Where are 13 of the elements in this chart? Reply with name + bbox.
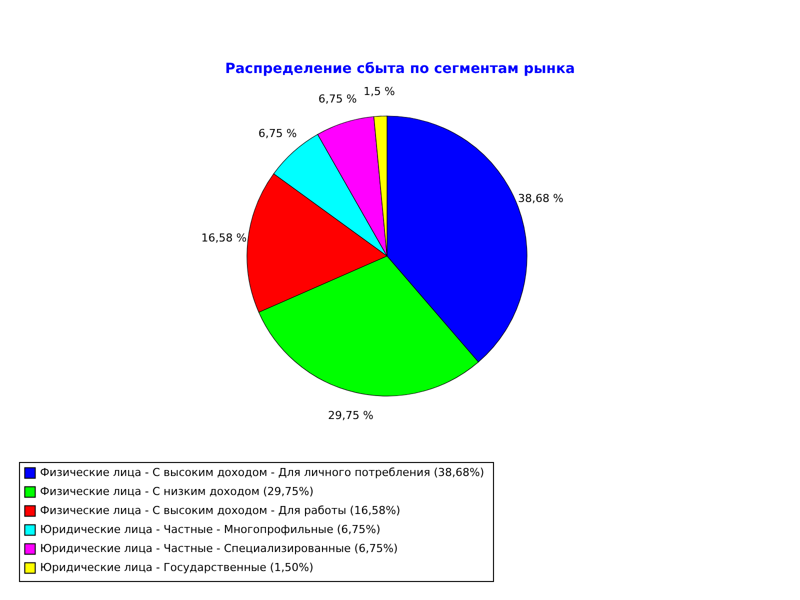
legend-label: Физические лица - С низким доходом (29,75%) xyxy=(40,485,314,498)
legend-label: Физические лица - С высоким доходом - Для работы (16,58%) xyxy=(40,504,400,517)
data-label: 1,5 % xyxy=(364,85,395,98)
legend-label: Физические лица - С высоким доходом - Для личного потребления (38,68%) xyxy=(40,466,484,479)
legend-label: Юридические лица - Государственные (1,50%) xyxy=(40,561,314,574)
legend-label: Юридические лица - Частные - Специализированные (6,75%) xyxy=(40,542,398,555)
legend-label: Юридические лица - Частные - Многопрофильные (6,75%) xyxy=(40,523,380,536)
data-label: 29,75 % xyxy=(328,408,374,422)
data-label: 16,58 % xyxy=(201,231,247,244)
data-label: 6,75 % xyxy=(318,92,357,106)
chart-title: Распределение сбыта по сегментам рынка xyxy=(225,61,575,77)
data-label: 6,75 % xyxy=(258,126,297,140)
data-label: 38,68 % xyxy=(518,192,564,205)
